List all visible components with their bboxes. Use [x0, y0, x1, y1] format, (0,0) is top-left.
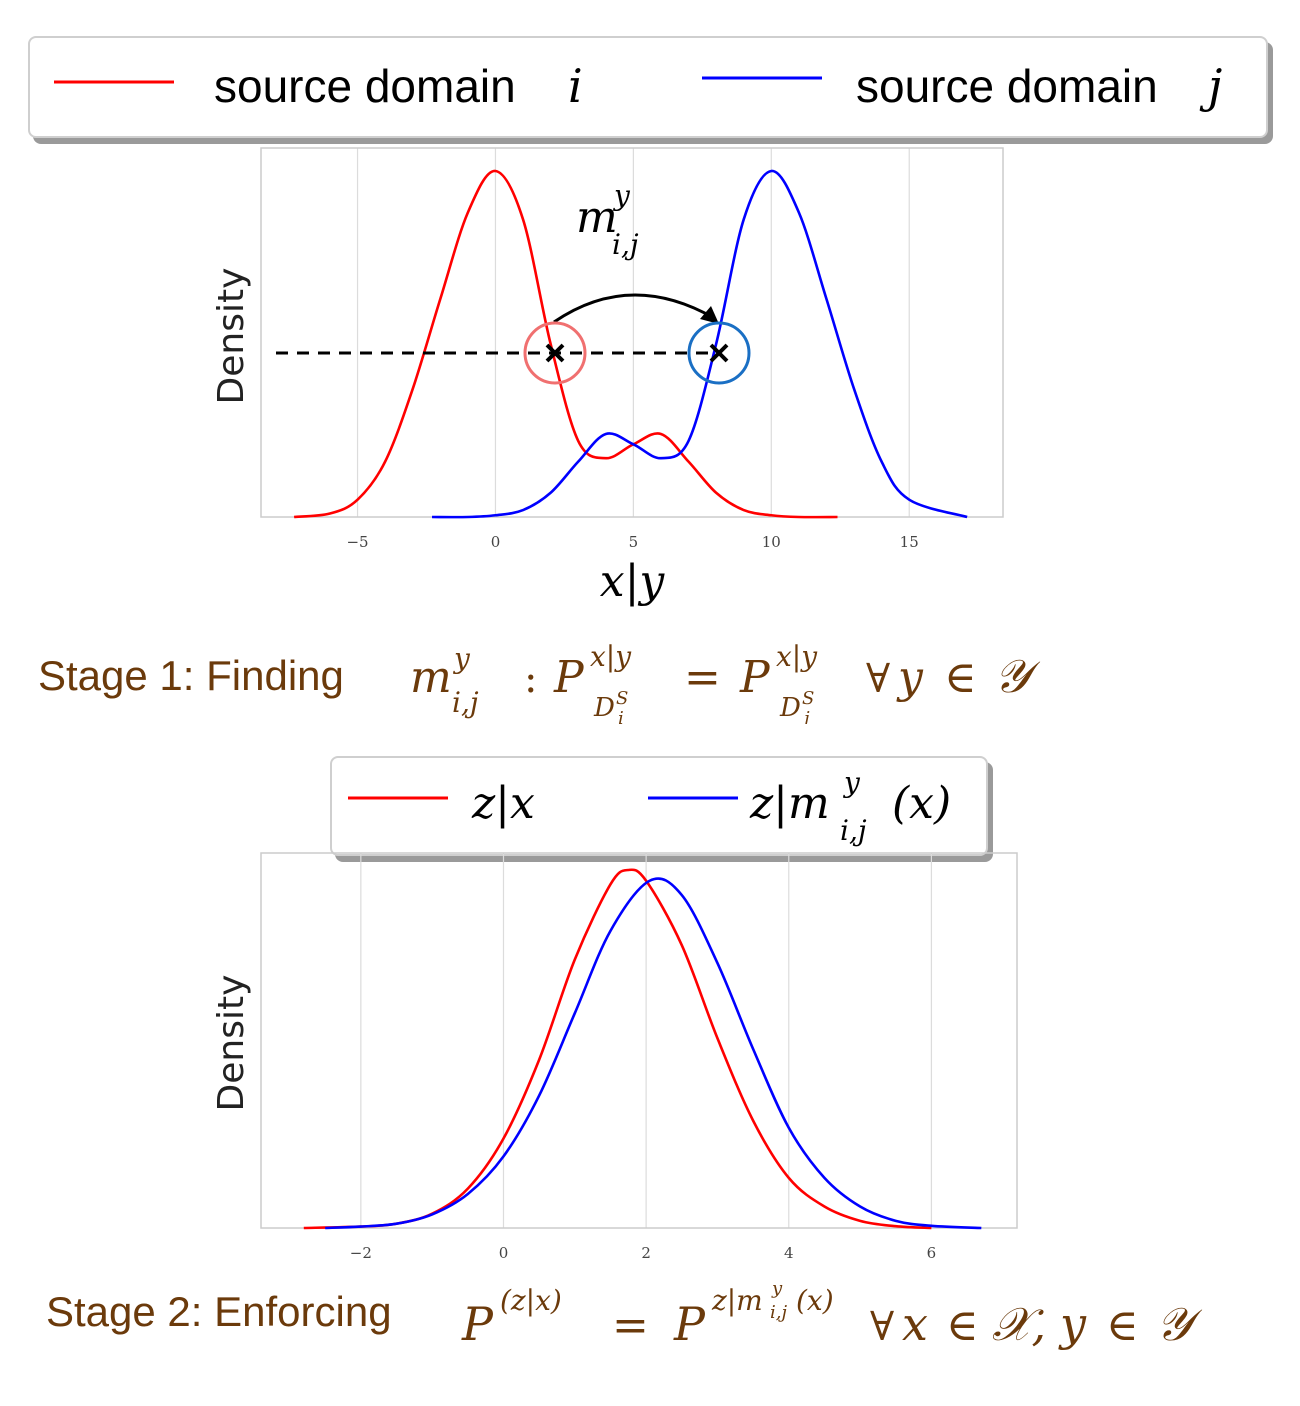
svg-text:=: = [612, 1300, 649, 1351]
legend-label-z-given-m: z|m y i,j(x) [749, 766, 951, 847]
svg-text:P: P [739, 652, 771, 703]
svg-text:i: i [618, 708, 624, 724]
svg-text:𝒳,: 𝒳, [992, 1297, 1046, 1351]
legend-top: source domain i source domain j [28, 36, 1268, 138]
svg-text:𝒴: 𝒴 [1156, 1297, 1203, 1351]
chart2-xtick-label: −2 [350, 1244, 372, 1262]
svg-text:y: y [452, 642, 471, 675]
svg-text:j: j [800, 708, 810, 724]
source-j-point-circle [687, 321, 751, 385]
svg-text:i,j: i,j [452, 686, 479, 719]
svg-text:S: S [616, 688, 628, 709]
chart-stage2: −2 0 2 4 6 Density [211, 852, 1018, 1262]
stage1-caption-prefix: Stage 1: Finding [38, 652, 344, 699]
svg-text:(z|x): (z|x) [500, 1284, 562, 1317]
svg-text:x: x [902, 1297, 928, 1351]
svg-text:y: y [896, 652, 924, 703]
svg-text:∈: ∈ [1106, 1300, 1139, 1351]
mapping-label: my i,j [576, 179, 639, 261]
svg-text:=: = [684, 652, 721, 703]
legend-label-domain-j: source domain [856, 60, 1158, 112]
chart1-xlabel: x|y [600, 556, 666, 607]
svg-text:∈: ∈ [944, 652, 977, 703]
svg-text:∀: ∀ [870, 1304, 894, 1350]
svg-text:∈: ∈ [946, 1300, 979, 1351]
svg-text:x|y: x|y [590, 640, 632, 673]
source-i-point-marker [545, 343, 565, 363]
stage2-caption-prefix: Stage 2: Enforcing [46, 1288, 392, 1335]
svg-text:∀: ∀ [866, 656, 890, 702]
legend-bottom: z|x z|m y i,j(x) [330, 756, 988, 856]
svg-text:D: D [779, 693, 801, 723]
chart1-ylabel: Density [211, 268, 252, 405]
chart1-xtick-label: 15 [900, 533, 919, 551]
svg-text:(x): (x) [796, 1284, 834, 1317]
chart2-xtick-label: 0 [499, 1244, 509, 1262]
legend-top-svg: source domain i source domain j [54, 59, 1222, 113]
chart1-series-1 [432, 169, 968, 519]
svg-text:S: S [802, 688, 814, 709]
svg-text:D: D [593, 693, 615, 723]
svg-text:x|y: x|y [776, 640, 818, 673]
source-j-point-marker [709, 343, 729, 363]
svg-text:z|m: z|m [711, 1284, 763, 1317]
chart2-series-0 [303, 868, 932, 1230]
svg-text:P: P [673, 1297, 706, 1351]
svg-text::: : [524, 656, 537, 702]
svg-text:y: y [771, 1278, 783, 1299]
stage1-formula: m y i,j : P x|y D S i = P x|y D S j ∀ y … [410, 640, 1041, 724]
chart2-xtick-label: 4 [784, 1244, 794, 1262]
svg-text:m: m [410, 652, 452, 703]
legend-label-domain-i: source domain [214, 60, 516, 112]
legend-bottom-svg: z|x z|m y i,j(x) [348, 766, 951, 847]
chart2-frame [260, 852, 1018, 1229]
chart2-ylabel: Density [211, 975, 252, 1112]
svg-text:i,j: i,j [770, 1302, 787, 1323]
chart1-xtick-label: 0 [491, 533, 501, 551]
svg-text:P: P [553, 652, 585, 703]
stage2-formula: P (z|x) = P z|m y i,j (x) ∀ x ∈ 𝒳, y ∈ 𝒴 [461, 1278, 1203, 1351]
source-i-point-circle [523, 321, 587, 385]
chart2-xtick-label: 2 [641, 1244, 651, 1262]
mapping-arrowhead [700, 306, 719, 324]
svg-text:P: P [461, 1297, 494, 1351]
svg-text:y: y [1058, 1297, 1087, 1351]
chart-stage1: −5 0 5 10 15 Density x|y my i,j [211, 147, 1004, 607]
chart2-xtick-label: 6 [927, 1244, 937, 1262]
chart2-series-1 [325, 877, 982, 1230]
legend-symbol-i: i [568, 59, 583, 113]
chart1-xtick-label: −5 [346, 533, 368, 551]
chart1-xtick-label: 10 [762, 533, 781, 551]
mapping-arrow [553, 293, 715, 324]
legend-label-z-given-x: z|x [471, 778, 535, 829]
chart1-frame [260, 147, 1004, 518]
chart1-xtick-label: 5 [629, 533, 639, 551]
